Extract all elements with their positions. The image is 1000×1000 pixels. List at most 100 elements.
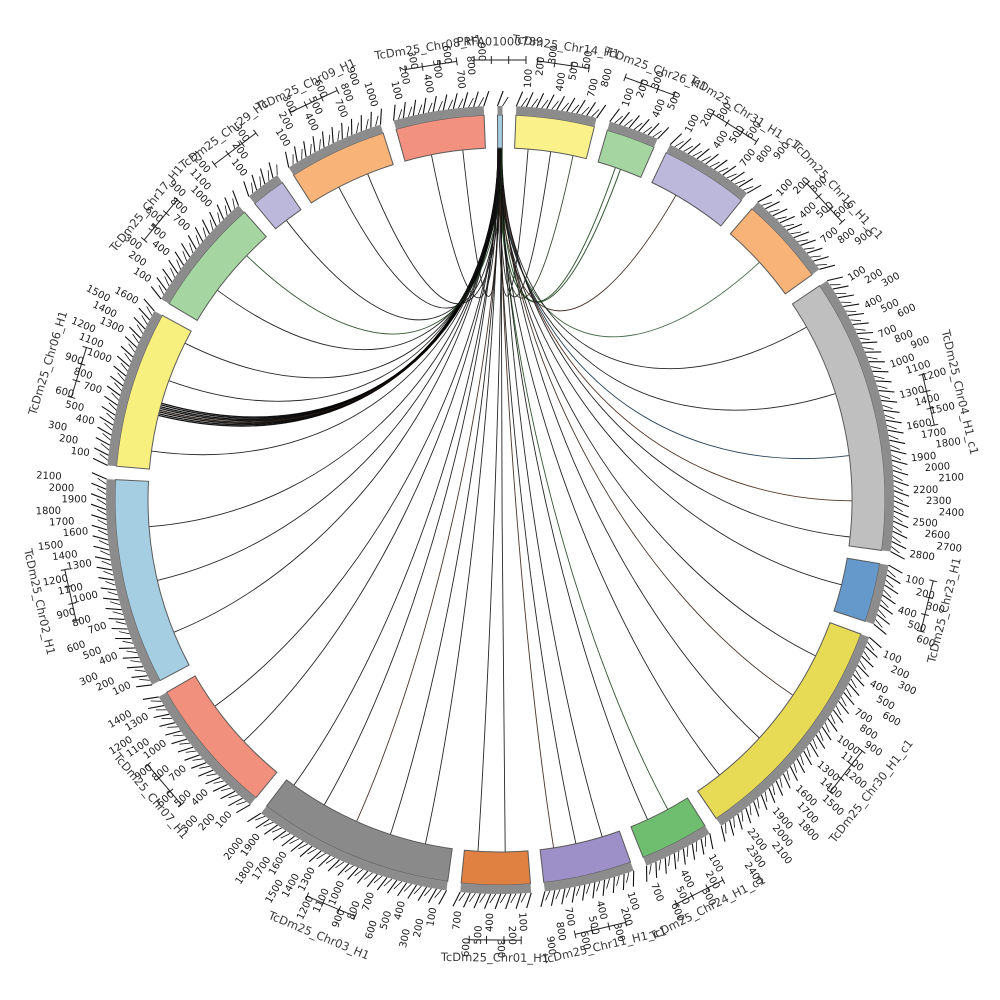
tick-mark	[216, 204, 225, 220]
tick-mark	[852, 322, 869, 326]
tick-label: 100	[516, 912, 528, 932]
tick-mark	[893, 520, 909, 529]
tick-label: 400	[190, 787, 211, 808]
tick-mark	[427, 102, 433, 113]
tick-mark	[870, 366, 882, 370]
tick-mark	[883, 409, 900, 413]
tick-mark	[793, 762, 798, 773]
tick-label: 100	[228, 157, 248, 179]
tick-label: 1400	[52, 549, 79, 563]
chromosome-cap	[543, 862, 634, 892]
tick-mark	[876, 614, 890, 625]
tick-label: 900	[475, 42, 487, 62]
tick-label: 700	[454, 69, 467, 89]
tick-mark	[310, 143, 312, 155]
tick-mark	[129, 326, 142, 339]
tick-mark	[417, 104, 423, 115]
scale-ruler	[60, 568, 81, 622]
tick-mark	[96, 509, 107, 515]
tick-mark	[726, 173, 737, 179]
tick-mark	[893, 495, 904, 502]
tick-mark	[96, 498, 107, 505]
tick-mark	[263, 821, 274, 827]
tick-label: 1600	[62, 526, 88, 539]
tick-mark	[236, 804, 251, 814]
tick-mark	[195, 235, 200, 246]
tick-mark	[772, 208, 788, 217]
tick-mark	[299, 845, 313, 858]
tick-label: 1300	[66, 558, 93, 573]
synteny-link	[498, 147, 677, 312]
tick-mark	[541, 99, 549, 109]
tick-mark	[91, 514, 107, 521]
tick-mark	[683, 145, 694, 152]
chromosome-label: TcDm25_Chr31_H1_c1	[686, 72, 802, 152]
tick-mark	[743, 186, 754, 191]
tick-label: 1600	[906, 417, 933, 432]
tick-mark	[364, 872, 373, 880]
tick-mark	[293, 146, 298, 163]
tick-mark	[893, 505, 904, 513]
chromosome-cap	[107, 311, 163, 467]
tick-mark	[134, 669, 146, 672]
tick-mark	[700, 838, 705, 855]
chromosome-cap	[158, 692, 256, 805]
synteny-link	[500, 147, 649, 820]
tick-mark	[319, 139, 321, 150]
tick-mark	[284, 151, 290, 168]
tick-mark	[255, 818, 270, 829]
tick-mark	[356, 122, 359, 134]
tick-mark	[468, 97, 474, 108]
tick-mark	[96, 488, 107, 495]
tick-mark	[878, 609, 886, 618]
tick-mark	[356, 870, 369, 884]
tick-mark	[692, 150, 703, 157]
synteny-link	[498, 147, 577, 844]
tick-mark	[131, 675, 148, 678]
tick-mark	[892, 530, 908, 539]
tick-mark	[796, 758, 806, 774]
tick-mark	[883, 589, 892, 598]
tick-mark	[113, 365, 127, 377]
tick-label: 1800	[36, 506, 62, 518]
tick-mark	[848, 312, 865, 316]
tick-mark	[217, 212, 221, 223]
tick-mark	[383, 878, 393, 887]
tick-mark	[164, 276, 170, 287]
tick-mark	[268, 162, 274, 179]
tick-mark	[520, 892, 527, 903]
tick-mark	[325, 857, 336, 864]
tick-mark	[768, 787, 776, 804]
tick-mark	[318, 855, 331, 867]
tick-mark	[545, 890, 551, 901]
tick-mark	[725, 823, 727, 834]
tick-mark	[890, 444, 900, 450]
tick-mark	[691, 843, 696, 860]
tick-label: 2700	[936, 541, 962, 555]
tick-mark	[120, 345, 134, 358]
tick-mark	[167, 726, 178, 728]
tick-mark	[243, 181, 250, 197]
tick-mark	[838, 700, 850, 715]
tick-mark	[224, 205, 228, 216]
scale-ruler	[710, 110, 760, 146]
tick-label: 900	[63, 351, 85, 367]
tick-mark	[592, 882, 596, 899]
tick-mark	[111, 392, 120, 401]
tick-mark	[473, 91, 479, 108]
tick-label: 200	[915, 587, 936, 602]
tick-mark	[765, 201, 780, 210]
tick-mark	[100, 550, 111, 556]
tick-mark	[889, 439, 906, 445]
tick-label: 100	[881, 649, 903, 666]
tick-mark	[101, 405, 116, 416]
tick-mark	[259, 176, 262, 187]
tick-mark	[159, 722, 176, 727]
tick-mark	[827, 276, 844, 282]
tick-mark	[434, 889, 442, 898]
tick-mark	[272, 830, 287, 841]
tick-label: 700	[361, 891, 377, 913]
tick-mark	[845, 687, 852, 698]
tick-label: 1500	[929, 401, 956, 417]
